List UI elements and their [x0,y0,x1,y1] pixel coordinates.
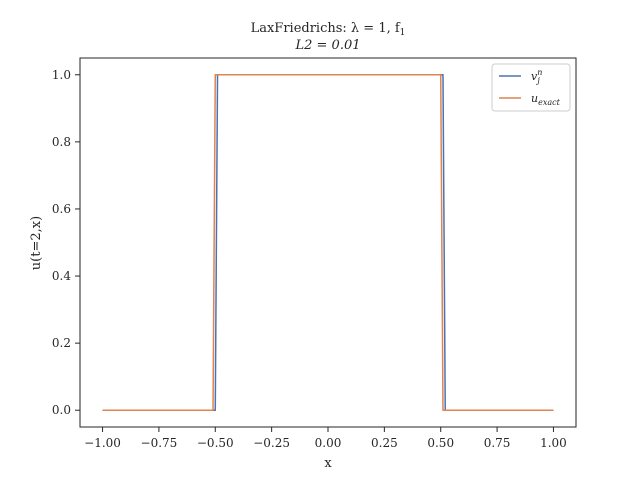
y-axis-ticks: 0.0 0.2 0.4 0.6 0.8 1.0 [52,68,80,417]
series-line-2 [102,74,554,411]
y-tick-label: 0.8 [52,135,71,149]
y-tick-label: 0.4 [52,269,71,283]
x-tick-label: −0.50 [197,436,234,450]
x-tick-label: 0.50 [427,436,454,450]
chart-title-line-2: L2 = 0.01 [294,38,360,53]
legend-label-series-1: vn j [531,68,542,85]
y-axis-label: u(t=2,x) [29,216,44,270]
plot-area-frame [79,57,577,428]
series-line-1 [102,74,554,411]
x-tick-label: −0.75 [141,436,178,450]
series-layer [102,74,554,411]
y-tick-label: 1.0 [52,68,71,82]
x-tick-label: −1.00 [84,436,121,450]
x-axis-ticks: −1.00 −0.75 −0.50 −0.25 0.00 0.25 0.50 0.75 1.00 [84,427,567,450]
x-tick-label: 1.00 [540,436,567,450]
x-tick-label: 0.00 [315,436,342,450]
x-tick-label: 0.25 [371,436,398,450]
x-tick-label: 0.75 [484,436,511,450]
x-axis-label: x [324,456,332,471]
legend-label-series-2: uexact [531,92,561,107]
y-tick-label: 0.2 [52,336,71,350]
y-tick-label: 0.0 [52,403,71,417]
y-tick-label: 0.6 [52,202,71,216]
legend: vn j uexact [491,63,571,112]
x-tick-label: −0.25 [253,436,290,450]
chart-title-line-1: LaxFriedrichs: λ = 1, f1 [251,21,406,38]
